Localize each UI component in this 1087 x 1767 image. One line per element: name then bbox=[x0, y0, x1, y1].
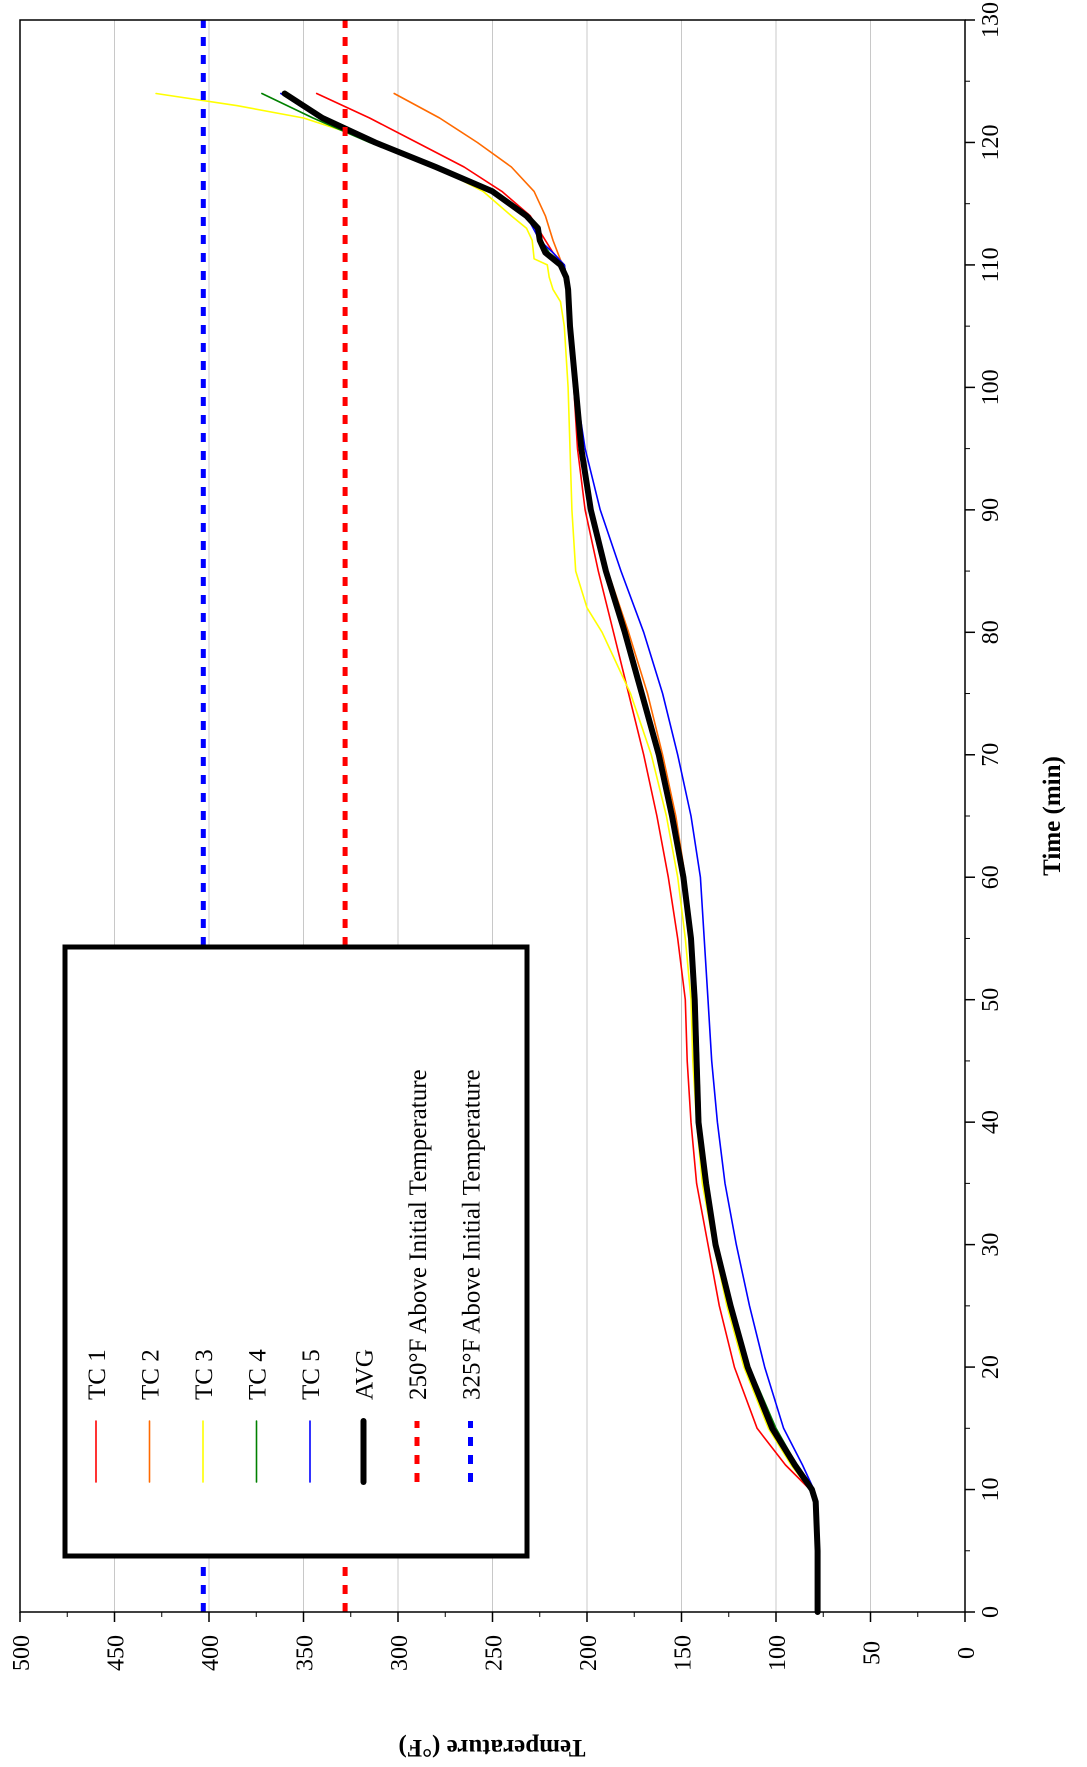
series-line-3 bbox=[155, 92, 819, 1613]
x-tick-label: 100 bbox=[978, 369, 1004, 405]
y-tick-label: 400 bbox=[198, 1635, 224, 1671]
x-tick-label: 30 bbox=[978, 1233, 1004, 1257]
legend-label: 325°F Above Initial Temperature bbox=[459, 1069, 486, 1400]
y-tick-label: 0 bbox=[954, 1647, 980, 1659]
y-tick-label: 350 bbox=[293, 1635, 319, 1671]
y-tick-label: 150 bbox=[671, 1635, 697, 1671]
x-tick-label: 50 bbox=[978, 988, 1004, 1012]
legend-label: TC 5 bbox=[298, 1349, 325, 1400]
series-line-6 bbox=[281, 90, 821, 1615]
legend-label: TC 1 bbox=[84, 1349, 111, 1400]
x-tick-label: 90 bbox=[978, 498, 1004, 522]
x-axis-title: Time (min) bbox=[1039, 756, 1066, 876]
legend-label: TC 4 bbox=[245, 1349, 272, 1400]
x-tick-label: 10 bbox=[978, 1478, 1004, 1502]
legend-label: AVG bbox=[352, 1349, 379, 1400]
series-layer bbox=[155, 20, 821, 1615]
y-tick-label: 500 bbox=[9, 1635, 35, 1671]
x-tick-label: 130 bbox=[978, 2, 1004, 38]
legend-label: TC 2 bbox=[138, 1349, 165, 1400]
x-tick-label: 110 bbox=[978, 247, 1004, 282]
legend: TC 1 TC 2 TC 3 TC 4 TC 5 AVG 250°F Above Initi… bbox=[62, 944, 530, 1559]
x-tick-label: 120 bbox=[978, 124, 1004, 160]
x-tick-label: 40 bbox=[978, 1110, 1004, 1134]
y-tick-label: 300 bbox=[387, 1635, 413, 1671]
legend-box bbox=[62, 944, 530, 1559]
legend-items: TC 1 TC 2 TC 3 TC 4 TC 5 AVG 250°F Above Initi… bbox=[84, 1069, 486, 1485]
y-tick-label: 50 bbox=[860, 1641, 886, 1665]
y-tick-label: 200 bbox=[576, 1635, 602, 1671]
y-axis-title: Temperature (°F) bbox=[398, 1734, 585, 1761]
tick-layer: 0 50 100 150 200 250 300 350 400 450 500 0 10 20 30 40 5… bbox=[9, 2, 1004, 1671]
x-tick-label: 60 bbox=[978, 865, 1004, 889]
y-tick-label: 250 bbox=[482, 1635, 508, 1671]
y-tick-label: 100 bbox=[765, 1635, 791, 1671]
legend-label: 250°F Above Initial Temperature bbox=[405, 1069, 432, 1400]
x-tick-label: 70 bbox=[978, 743, 1004, 767]
series-line-5 bbox=[279, 92, 819, 1613]
legend-label: TC 3 bbox=[191, 1349, 218, 1400]
x-tick-label: 20 bbox=[978, 1355, 1004, 1379]
y-tick-label: 450 bbox=[104, 1635, 130, 1671]
x-tick-label: 80 bbox=[978, 620, 1004, 644]
x-tick-label: 0 bbox=[978, 1606, 1004, 1618]
